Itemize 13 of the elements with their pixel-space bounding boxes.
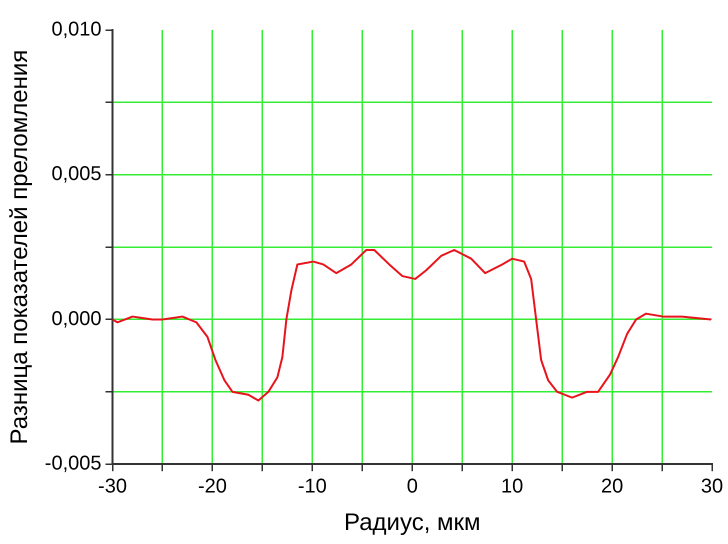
x-tick-label: 30 — [700, 476, 724, 498]
x-axis-title: Радиус, мкм — [344, 509, 481, 536]
y-axis-title: Разница показателей преломления — [6, 50, 34, 444]
y-tick-label: -0,005 — [44, 452, 102, 475]
y-tick-label: 0,005 — [51, 163, 102, 186]
x-tick-label: -30 — [98, 476, 127, 498]
x-tick-label: 10 — [501, 476, 524, 498]
x-tick-label: -20 — [198, 476, 227, 498]
x-tick-label: -10 — [298, 476, 327, 498]
y-tick-label: 0,000 — [51, 308, 102, 330]
x-tick-label: 0 — [406, 476, 418, 498]
y-tick-label: 0,010 — [51, 18, 102, 41]
x-tick-label: 20 — [600, 476, 624, 498]
